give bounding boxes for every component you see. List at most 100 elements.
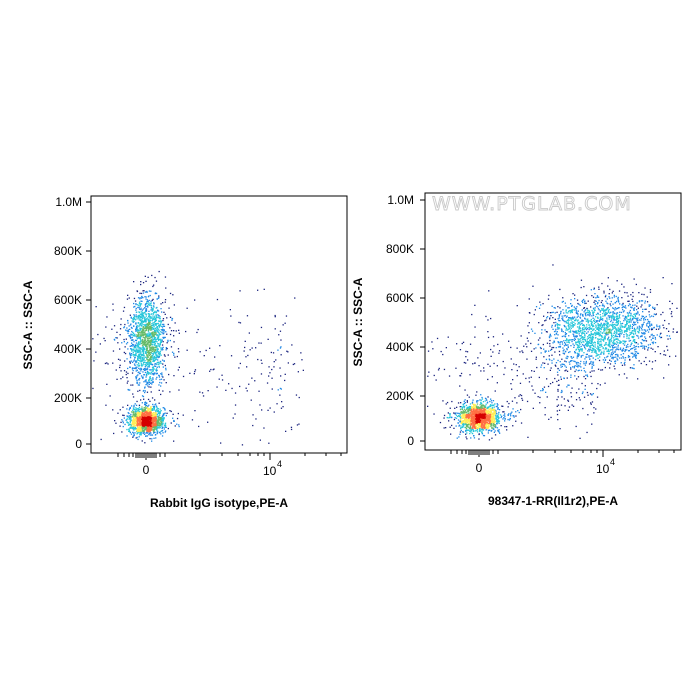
event-dot	[481, 422, 483, 424]
event-dot	[476, 428, 478, 431]
event-dot	[151, 340, 153, 343]
event-dot	[147, 383, 149, 385]
event-dot	[154, 431, 156, 434]
event-dot	[158, 333, 160, 335]
event-dot	[152, 285, 154, 288]
event-dot	[478, 412, 480, 414]
event-dot	[151, 438, 153, 440]
event-dot	[140, 318, 142, 320]
event-dot	[489, 405, 491, 407]
event-dot	[131, 320, 133, 322]
event-dot	[131, 330, 133, 333]
event-dot	[454, 417, 456, 419]
event-dot	[134, 345, 136, 348]
event-dot	[164, 409, 166, 411]
event-dot	[509, 413, 512, 415]
event-dot	[129, 360, 131, 363]
event-dot	[154, 276, 156, 279]
event-dot	[156, 329, 158, 331]
event-dot	[159, 325, 161, 327]
event-dot	[155, 312, 157, 314]
event-dot	[139, 298, 141, 300]
event-dot	[122, 420, 124, 422]
event-dot	[479, 417, 482, 419]
event-dot	[282, 324, 284, 326]
event-dot	[132, 431, 134, 433]
event-dot	[239, 290, 241, 292]
event-dot	[140, 434, 142, 436]
event-dot	[461, 412, 464, 414]
event-dot	[234, 404, 237, 406]
event-dot	[142, 340, 144, 342]
event-dot	[553, 322, 555, 324]
event-dot	[130, 336, 132, 338]
event-dot	[161, 373, 163, 376]
event-dot	[466, 419, 468, 421]
event-dot	[130, 360, 133, 362]
event-dot	[466, 432, 468, 434]
event-dot	[147, 418, 149, 420]
event-dot	[137, 330, 139, 332]
event-dot	[132, 332, 135, 334]
event-dot	[159, 410, 161, 413]
event-dot	[134, 335, 136, 337]
event-dot	[234, 392, 237, 394]
event-dot	[474, 404, 476, 406]
event-dot	[473, 435, 475, 437]
event-dot	[154, 332, 156, 334]
event-dot	[154, 327, 156, 329]
event-dot	[151, 356, 153, 358]
event-dot	[481, 417, 483, 419]
event-dot	[162, 328, 164, 330]
event-dot	[155, 280, 158, 282]
event-dot	[139, 422, 141, 424]
event-dot	[144, 337, 146, 339]
event-dot	[131, 361, 134, 363]
event-dot	[152, 331, 155, 333]
event-dot	[260, 326, 263, 329]
event-dot	[474, 427, 476, 429]
event-dot	[606, 326, 608, 328]
event-dot	[656, 304, 658, 306]
event-dot	[158, 424, 160, 426]
event-dot	[214, 356, 216, 358]
event-dot	[252, 424, 254, 427]
event-dot	[162, 421, 164, 423]
event-dot	[158, 296, 160, 299]
event-dot	[152, 367, 154, 369]
event-dot	[149, 360, 151, 362]
event-dot	[491, 418, 493, 421]
event-dot	[151, 383, 153, 385]
event-dot	[145, 303, 147, 305]
event-dot	[156, 326, 159, 328]
event-dot	[140, 328, 142, 330]
event-dot	[153, 305, 155, 307]
event-dot	[155, 322, 157, 325]
event-dot	[481, 415, 484, 417]
event-dot	[487, 425, 489, 427]
event-dot	[143, 409, 145, 411]
event-dot	[152, 342, 155, 344]
event-dot	[228, 383, 230, 385]
event-dot	[245, 356, 247, 358]
event-dot	[130, 417, 132, 420]
event-dot	[152, 360, 154, 362]
event-dot	[470, 419, 472, 421]
event-dot	[497, 420, 499, 423]
event-dot	[471, 432, 474, 435]
event-dot	[477, 400, 479, 402]
event-dot	[147, 368, 149, 370]
event-dot	[647, 344, 650, 346]
event-dot	[158, 320, 160, 323]
event-dot	[161, 416, 163, 418]
event-dot	[159, 352, 161, 354]
event-dot	[476, 421, 478, 423]
event-dot	[494, 409, 496, 411]
event-dot	[477, 415, 480, 417]
event-dot	[599, 333, 601, 335]
event-dot	[137, 315, 139, 317]
event-dot	[479, 413, 481, 415]
event-dot	[475, 394, 477, 396]
event-dot	[142, 409, 144, 411]
event-dot	[136, 361, 138, 363]
